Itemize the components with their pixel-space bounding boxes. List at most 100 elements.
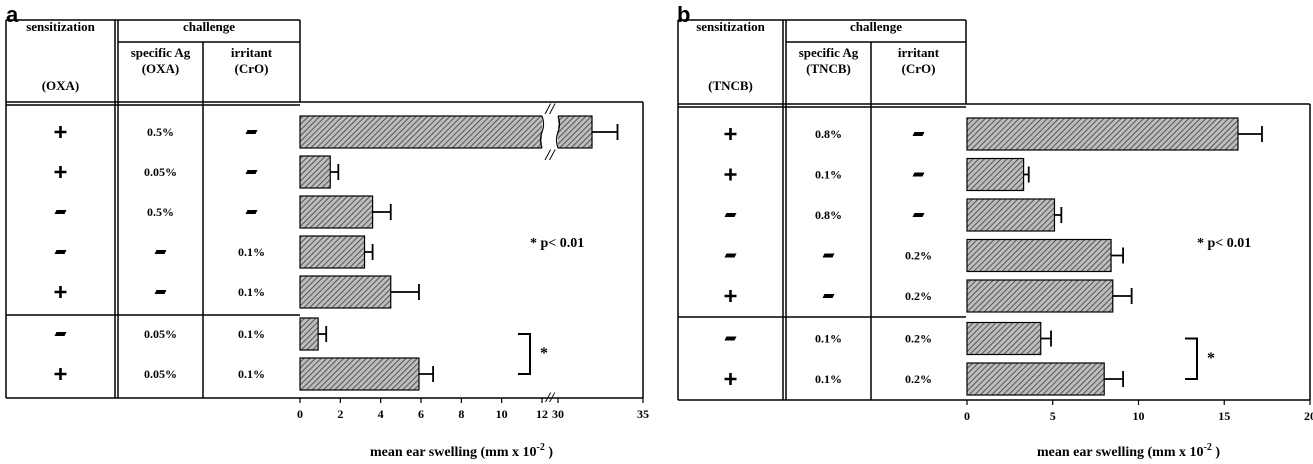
x-tick-label: 0 [964, 409, 970, 423]
row-2-sensitization-dash [54, 210, 67, 214]
bar-1 [966, 157, 1025, 192]
row-4-irritant: 0.2% [905, 289, 932, 303]
axis-break-mark: // [545, 147, 556, 164]
row-2-irritant-dash [912, 213, 925, 217]
error-bar-3 [1111, 247, 1124, 264]
row-2-sensitization-dash [724, 213, 737, 217]
row-5-irritant: 0.2% [905, 332, 932, 346]
challenge-header: challenge [183, 19, 235, 34]
panel-b: b sensitization (TNCB) challenge specific Ag… [677, 2, 1313, 460]
row-3-irritant: 0.1% [238, 245, 265, 259]
bar-1 [299, 155, 331, 189]
row-1-irritant-dash [245, 170, 258, 174]
sensitization-header: sensitization [696, 19, 765, 34]
row-4-specific-dash [154, 290, 167, 294]
error-bar-2 [372, 204, 392, 220]
x-tick-label: 20 [1304, 409, 1313, 423]
irritant-header: irritant [231, 45, 273, 60]
row-6-specific: 0.05% [144, 367, 177, 381]
x-tick-label: 10 [496, 407, 508, 421]
bar-2 [966, 198, 1056, 232]
error-bar-3 [364, 244, 374, 260]
row-4-specific-dash [822, 294, 835, 298]
x-axis-label: mean ear swelling (mm x 10-2 ) [370, 442, 553, 460]
panel-a: a sensitization (OXA) challenge specific Ag (… [5, 2, 649, 460]
specific-sub: (OXA) [142, 61, 180, 76]
significance-marker: * [540, 345, 548, 362]
p-value-annotation: * p< 0.01 [1197, 236, 1251, 251]
x-axis-label: mean ear swelling (mm x 10-2 ) [1037, 442, 1220, 460]
panel-label: a [6, 2, 19, 27]
axis-break-gap [542, 114, 558, 150]
row-5-specific: 0.1% [815, 332, 842, 346]
row-4-sensitization-plus [724, 290, 737, 302]
row-1-irritant-dash [912, 172, 925, 177]
challenge-header: challenge [850, 19, 902, 34]
error-bar-2 [1054, 207, 1063, 223]
row-4-sensitization-plus [54, 286, 67, 298]
row-6-sensitization-plus [54, 368, 67, 380]
row-6-irritant: 0.1% [238, 367, 265, 381]
row-0-irritant-dash [245, 130, 258, 134]
row-3-specific-dash [154, 250, 167, 254]
error-bar-5 [318, 326, 328, 342]
error-bar-1 [1023, 166, 1030, 183]
p-value-annotation: * p< 0.01 [530, 236, 584, 251]
row-6-sensitization-plus [724, 373, 737, 385]
row-5-sensitization-dash [54, 332, 67, 336]
row-3-sensitization-dash [724, 253, 737, 258]
row-6-irritant: 0.2% [905, 372, 932, 386]
bar-5 [966, 321, 1042, 356]
row-6-specific: 0.1% [815, 372, 842, 386]
error-bar-0 [1237, 126, 1263, 142]
x-tick-label: 12 [536, 407, 548, 421]
bar-2 [299, 195, 374, 229]
bar-5 [299, 317, 319, 351]
row-5-sensitization-dash [724, 336, 737, 341]
error-bar-0 [592, 124, 619, 140]
irritant-sub: (CrO) [235, 61, 269, 76]
error-bar-1 [330, 164, 340, 180]
x-tick-label: 35 [637, 407, 649, 421]
irritant-header: irritant [898, 45, 940, 60]
error-bar-6 [418, 366, 434, 382]
significance-bracket [1185, 337, 1198, 380]
x-tick-label: 8 [458, 407, 464, 421]
x-tick-label: 0 [297, 407, 303, 421]
specific-sub: (TNCB) [806, 61, 851, 76]
bar-3 [299, 235, 366, 269]
row-1-specific: 0.05% [144, 165, 177, 179]
row-0-specific: 0.5% [147, 125, 174, 139]
bar-6 [299, 357, 420, 391]
row-5-irritant: 0.1% [238, 327, 265, 341]
row-2-specific: 0.5% [147, 205, 174, 219]
row-2-specific: 0.8% [815, 208, 842, 222]
x-tick-label: 5 [1050, 409, 1056, 423]
row-0-sensitization-plus [54, 126, 67, 138]
bar-4 [299, 275, 392, 309]
x-tick-label: 4 [378, 407, 384, 421]
axis-break-mark: // [545, 101, 556, 118]
axis-break-mark: // [545, 390, 556, 406]
specific-header: specific Ag [799, 45, 859, 60]
row-0-sensitization-plus [724, 128, 737, 140]
significance-marker: * [1207, 350, 1215, 367]
row-3-irritant: 0.2% [905, 249, 932, 263]
specific-header: specific Ag [131, 45, 191, 60]
row-0-irritant-dash [912, 132, 925, 136]
bar-6 [966, 362, 1105, 396]
significance-bracket [518, 333, 531, 375]
sensitization-header: sensitization [26, 19, 95, 34]
x-tick-label: 2 [337, 407, 343, 421]
axis-break-curve [539, 115, 561, 149]
x-tick-label: 30 [552, 407, 564, 421]
bar-3 [966, 238, 1112, 273]
row-1-sensitization-plus [724, 168, 737, 181]
row-5-specific: 0.05% [144, 327, 177, 341]
row-0-specific: 0.8% [815, 127, 842, 141]
row-1-sensitization-plus [54, 166, 67, 178]
error-bar-4 [1112, 288, 1133, 304]
x-tick-label: 15 [1218, 409, 1230, 423]
row-1-specific: 0.1% [815, 168, 842, 182]
